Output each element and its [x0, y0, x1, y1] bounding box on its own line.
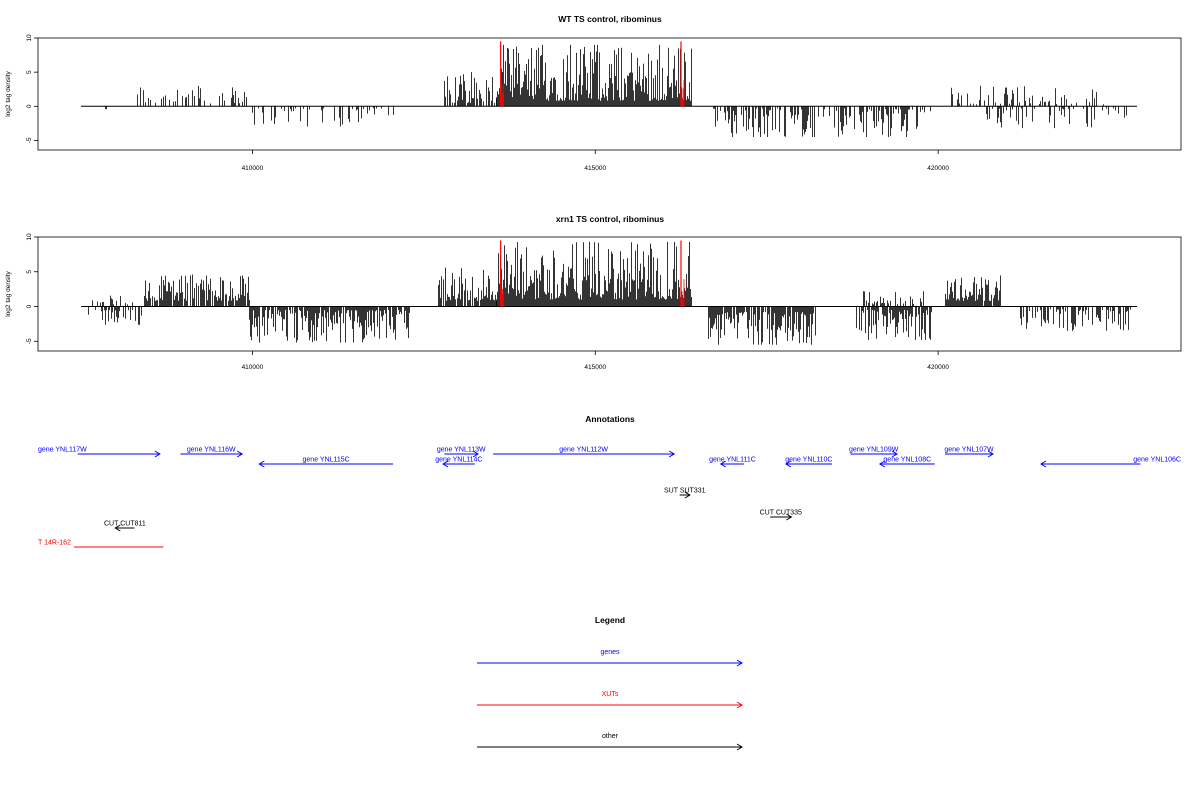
xrn1-y-axis-label: log2 tag density: [5, 270, 12, 316]
legend-items: genes XUTs other: [477, 649, 743, 751]
legend-item-other: other: [477, 733, 743, 751]
annotation-feature-arrowhead: [878, 460, 886, 468]
annotation-feature-arrowhead: [784, 460, 792, 468]
annotation-feature-arrowhead: [668, 450, 676, 458]
annotation-label: gene YNL115C: [303, 457, 350, 464]
annotation-feature-arrowhead: [472, 450, 480, 458]
annotation-feature-arrowhead: [987, 450, 994, 458]
wt-x-tick-label: 410000: [242, 165, 264, 172]
annotation-label: gene YNL106C: [1133, 457, 1181, 464]
annotation-feature-arrowhead: [891, 450, 898, 458]
annotation-label: gene YNL114C: [435, 457, 482, 464]
annotation-feature: gene YNL108C: [878, 457, 935, 468]
legend-arrow-arrowhead: [736, 701, 743, 709]
xrn1-x-tick-label: 410000: [242, 364, 264, 371]
annotation-feature: gene YNL115C: [258, 457, 393, 468]
legend-label: XUTs: [602, 691, 619, 698]
annotation-feature: gene YNL110C: [784, 457, 833, 468]
annotation-tracks: gene YNL117W gene YNL116W gene YNL115C gene…: [38, 447, 1181, 548]
wt-x-tick-label: 415000: [584, 165, 606, 172]
annotation-feature-arrowhead: [786, 513, 793, 521]
wt-signal-bars: [81, 41, 1137, 138]
annotation-feature-arrowhead: [1040, 460, 1047, 468]
xrn1-track-panel: xrn1 TS control, ribominus log2 tag dens…: [5, 214, 1182, 371]
annotation-label: gene YNL113W: [437, 447, 486, 454]
annotation-feature-arrowhead: [719, 460, 727, 468]
xrn1-y-tick-label: 10: [26, 233, 33, 241]
annotation-label: gene YNL108C: [883, 457, 931, 464]
annotation-feature: CUT CUT811: [104, 521, 146, 532]
xrn1-signal-bars: [81, 240, 1137, 345]
annotations-panel: Annotations gene YNL117W gene YNL116Wgene…: [38, 414, 1181, 548]
annotation-label: gene YNL110C: [785, 457, 832, 464]
annotation-label: CUT CUT811: [104, 521, 146, 528]
wt-y-axis: -5 0 5 10: [26, 34, 38, 143]
wt-y-axis-label: log2 tag density: [5, 70, 12, 116]
annotations-title: Annotations: [585, 414, 635, 424]
xrn1-y-axis: -5 0 5 10: [26, 233, 38, 344]
annotation-label: T 14R-162: [38, 540, 71, 547]
xrn1-y-tick-label: 0: [26, 304, 33, 308]
annotation-label: gene YNL117W: [38, 447, 87, 454]
legend-item-genes: genes: [477, 649, 743, 667]
annotation-label: SUT SUT331: [664, 488, 706, 495]
annotation-label: CUT CUT335: [760, 510, 802, 517]
legend-label: genes: [600, 649, 620, 656]
xrn1-y-tick-label: 5: [26, 270, 33, 274]
legend-arrow-arrowhead: [736, 743, 743, 751]
annotation-feature: gene YNL114C: [435, 457, 482, 468]
annotation-label: gene YNL109W: [849, 447, 899, 454]
xrn1-x-axis: 410000 415000 420000: [242, 351, 949, 371]
annotation-feature: gene YNL116W: [180, 447, 244, 458]
legend-label: other: [602, 733, 619, 740]
xrn1-y-tick-label: -5: [26, 338, 33, 344]
annotation-label: gene YNL107W: [944, 447, 994, 454]
annotation-label: gene YNL116W: [187, 447, 236, 454]
annotation-label: gene YNL112W: [559, 447, 608, 454]
annotation-feature: gene YNL113W: [437, 447, 486, 458]
annotation-feature: gene YNL109W: [849, 447, 899, 458]
legend-item-XUTs: XUTs: [477, 691, 743, 709]
annotation-feature-arrowhead: [154, 450, 161, 458]
annotation-feature-arrowhead: [442, 460, 449, 468]
wt-plot-frame: [37, 37, 1182, 151]
wt-y-tick-label: 0: [26, 104, 33, 108]
legend-title: Legend: [595, 615, 625, 625]
annotation-feature-arrowhead: [236, 450, 244, 458]
annotation-feature: CUT CUT335: [760, 510, 802, 521]
wt-track-panel: WT TS control, ribominus log2 tag densit…: [5, 14, 1182, 172]
annotation-feature: gene YNL112W: [493, 447, 676, 458]
wt-x-tick-label: 420000: [927, 165, 949, 172]
annotation-feature: gene YNL117W: [38, 447, 161, 458]
xrn1-x-tick-label: 415000: [584, 364, 606, 371]
annotation-feature-arrowhead: [684, 491, 691, 499]
annotation-label: gene YNL111C: [709, 457, 756, 464]
annotation-feature: T 14R-162: [38, 540, 164, 548]
xrn1-x-tick-label: 420000: [927, 364, 949, 371]
annotation-feature: gene YNL106C: [1040, 457, 1181, 468]
annotation-feature: SUT SUT331: [664, 488, 706, 499]
annotation-feature-arrowhead: [258, 460, 265, 468]
xrn1-plot-frame: [37, 236, 1182, 352]
wt-y-tick-label: -5: [26, 137, 33, 143]
wt-panel-title: WT TS control, ribominus: [558, 14, 662, 24]
annotation-feature: gene YNL111C: [709, 457, 756, 468]
wt-x-axis: 410000 415000 420000: [242, 150, 949, 172]
annotation-feature-arrowhead: [114, 524, 121, 532]
legend-arrow-arrowhead: [736, 659, 743, 667]
legend-panel: Legend genes XUTs other: [477, 615, 743, 751]
xrn1-panel-title: xrn1 TS control, ribominus: [556, 214, 664, 224]
wt-y-tick-label: 5: [26, 70, 33, 74]
wt-y-tick-label: 10: [26, 34, 33, 42]
annotation-feature: gene YNL107W: [944, 447, 994, 458]
